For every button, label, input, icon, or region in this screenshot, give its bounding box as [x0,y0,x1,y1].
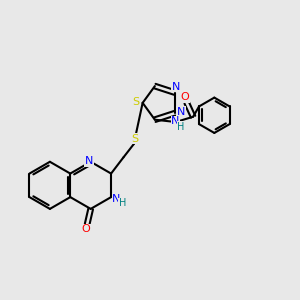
Text: N: N [177,107,185,117]
Text: N: N [172,82,180,92]
Text: S: S [133,97,140,107]
Text: H: H [177,122,185,132]
Text: N: N [85,156,93,166]
Text: O: O [81,224,90,235]
Text: H: H [118,198,126,208]
Text: N: N [112,194,121,204]
Text: S: S [132,134,139,144]
Text: O: O [181,92,190,102]
Text: N: N [171,116,180,127]
